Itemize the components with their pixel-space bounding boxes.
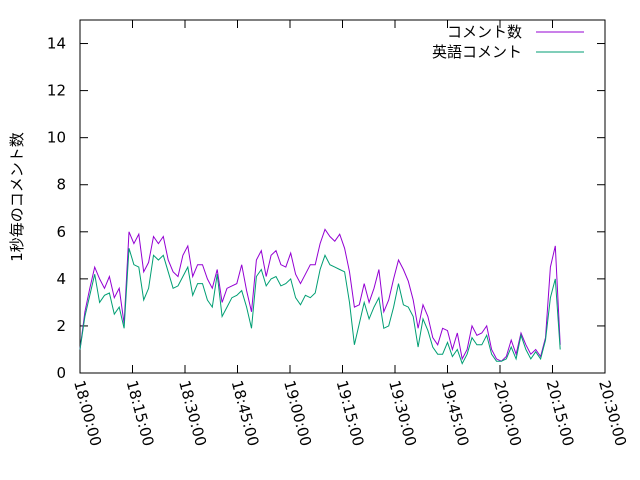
x-axis-ticks: 18:00:00 18:15:00 18:30:00 18:45:00 19:00:00… [70,20,630,448]
y-tick-label: 12 [47,82,66,100]
series-line-2 [79,248,561,365]
plot-frame [79,19,606,374]
x-tick-label: 20:30:00 [595,378,630,448]
series-lines [79,228,561,365]
x-tick-label: 18:45:00 [228,378,263,448]
legend-label: 英語コメント [432,43,522,61]
x-tick-label: 19:45:00 [438,378,473,448]
x-tick-label: 20:15:00 [543,378,578,448]
y-tick-label: 10 [47,129,66,147]
y-axis-ticks: 0 2 4 6 8 10 12 14 [47,35,605,382]
x-tick-label: 18:00:00 [70,378,105,448]
legend-label: コメント数 [447,23,522,41]
y-tick-label: 4 [56,270,66,288]
y-axis-label: 1秒毎のコメント数 [8,132,26,262]
y-tick-label: 8 [56,176,66,194]
y-tick-label: 0 [56,364,66,382]
x-tick-label: 18:15:00 [123,378,158,448]
x-tick-label: 19:00:00 [280,378,315,448]
x-tick-label: 19:15:00 [333,378,368,448]
series-line-1 [79,228,561,362]
x-tick-label: 19:30:00 [385,378,420,448]
y-tick-label: 6 [56,223,66,241]
y-tick-label: 14 [47,35,66,53]
x-tick-label: 18:30:00 [175,378,210,448]
x-tick-label: 20:00:00 [490,378,525,448]
y-tick-label: 2 [56,317,66,335]
